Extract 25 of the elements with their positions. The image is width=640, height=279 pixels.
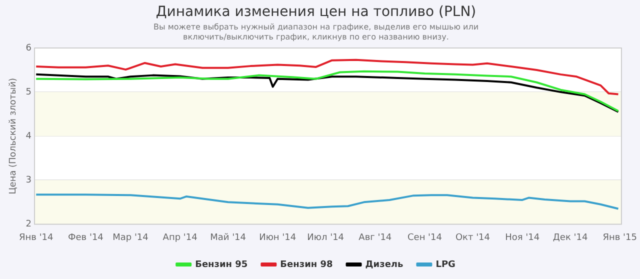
y-tick-label: 2 <box>26 220 32 230</box>
chart-subtitle: Вы можете выбрать нужный диапазон на графике, выделив его мышью или включить/выключить график, кликнув по его названию внизу. <box>153 22 479 42</box>
x-tick-label: Ноя '14 <box>505 232 540 243</box>
x-tick-label: Июл '14 <box>307 232 344 243</box>
y-axis-title: Цена (Польский злотый) <box>8 78 19 194</box>
legend-label: Бензин 95 <box>195 260 248 270</box>
x-tick-label: Янв '15 <box>602 232 637 243</box>
x-tick-label: Янв '14 <box>19 232 54 243</box>
legend-label: Дизель <box>365 260 404 270</box>
x-tick-label: Сен '14 <box>407 232 442 243</box>
x-tick-label: Авг '14 <box>358 232 392 243</box>
x-tick-label: Дек '14 <box>552 232 588 243</box>
x-tick-label: Июн '14 <box>259 232 296 243</box>
legend-label: Бензин 98 <box>280 260 333 270</box>
y-tick-label: 6 <box>26 43 32 54</box>
x-tick-label: Апр '14 <box>162 232 198 243</box>
y-tick-label: 4 <box>26 131 32 142</box>
y-tick-label: 3 <box>26 175 32 186</box>
x-tick-label: Окт '14 <box>455 232 490 243</box>
x-tick-label: Фев '14 <box>68 232 104 243</box>
y-tick-label: 5 <box>26 87 32 98</box>
x-tick-label: Май '14 <box>210 232 246 243</box>
chart-title: Динамика изменения цен на топливо (PLN) <box>156 4 476 20</box>
x-tick-label: Мар '14 <box>112 232 149 243</box>
legend-label: LPG <box>436 260 456 270</box>
